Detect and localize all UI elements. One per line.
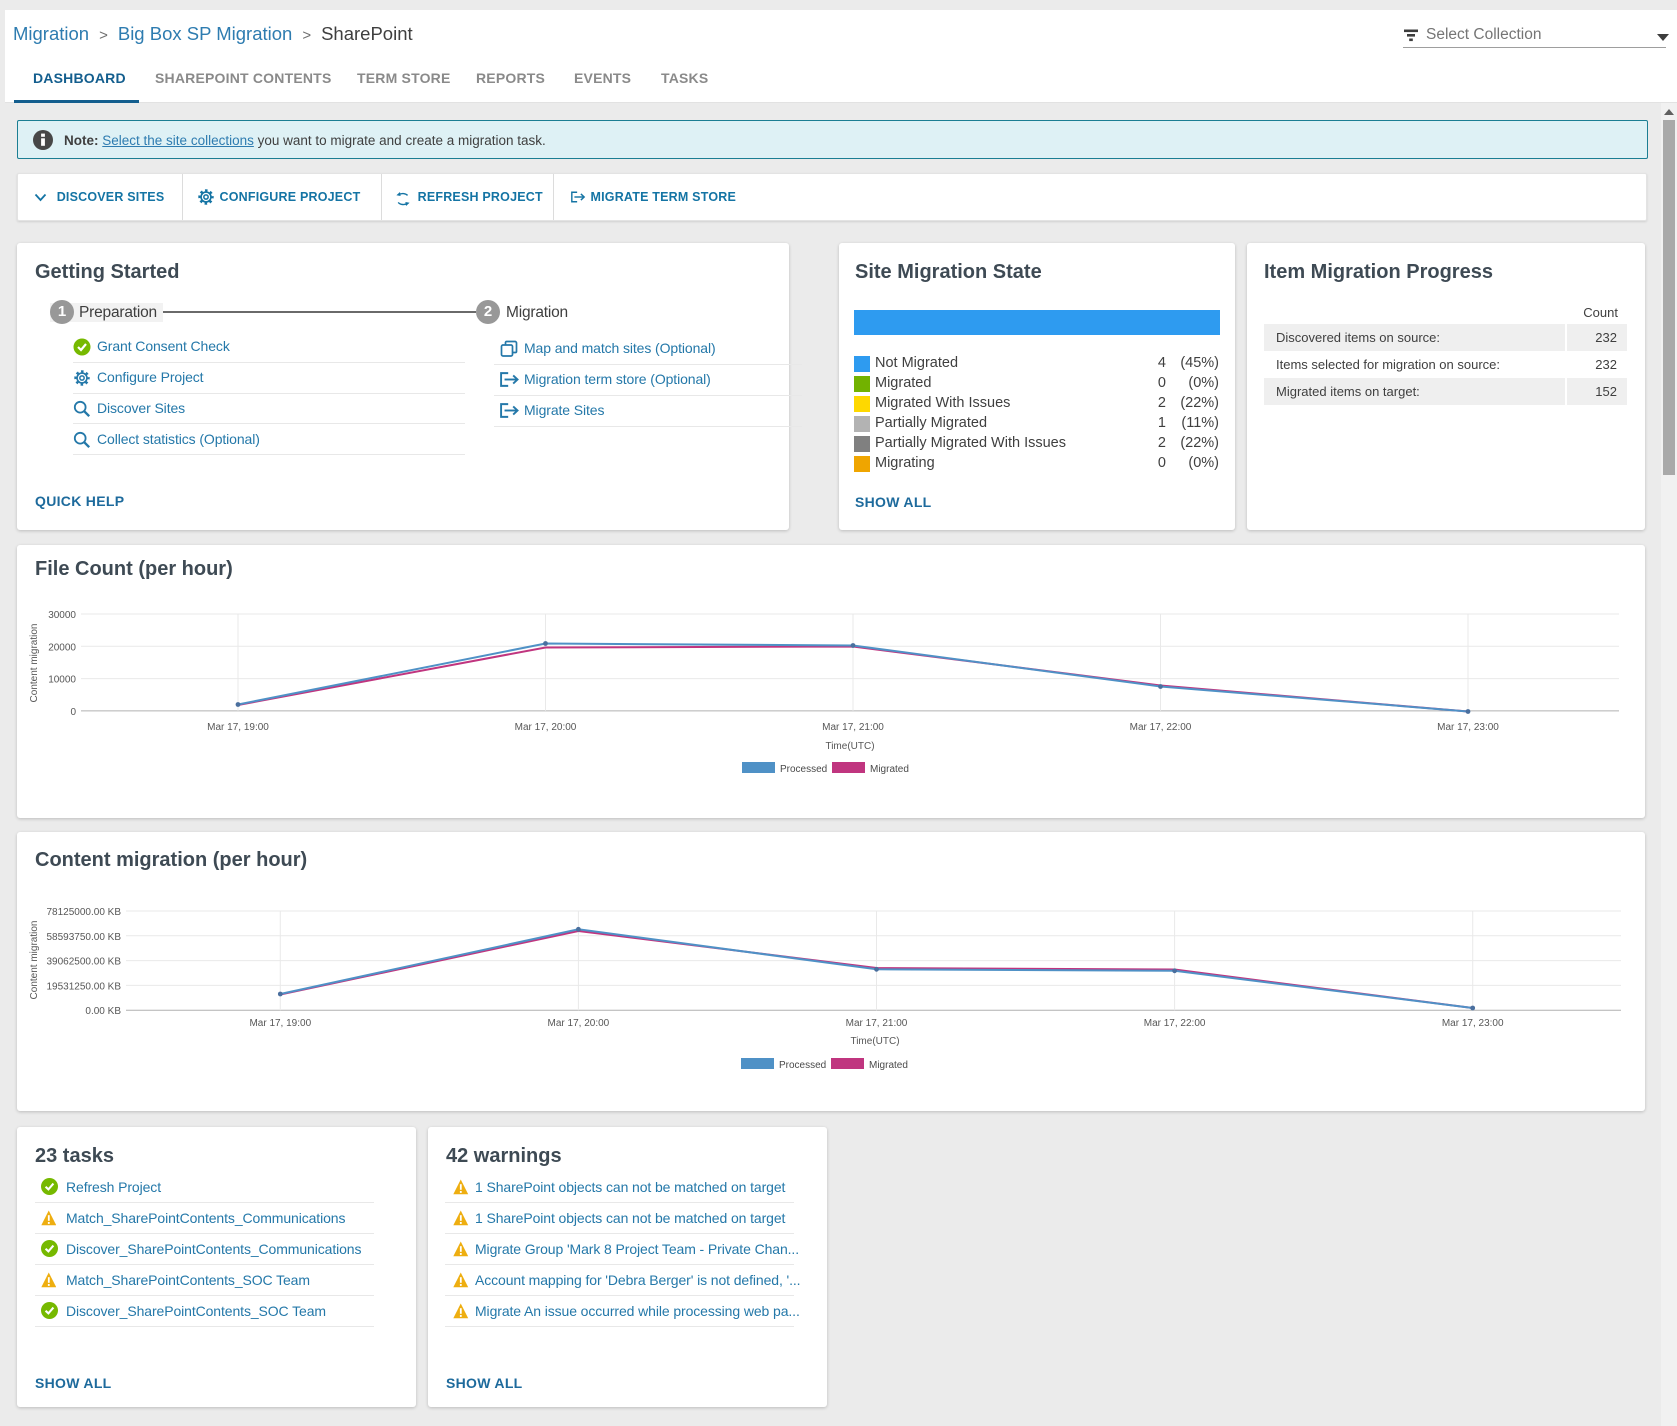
- svg-text:Processed: Processed: [779, 1060, 826, 1071]
- svg-text:Mar 17, 19:00: Mar 17, 19:00: [207, 722, 269, 733]
- svg-text:Mar 17, 20:00: Mar 17, 20:00: [515, 722, 577, 733]
- svg-text:0.00 KB: 0.00 KB: [85, 1006, 121, 1017]
- svg-text:58593750.00 KB: 58593750.00 KB: [46, 932, 121, 943]
- svg-text:Migrated: Migrated: [870, 764, 909, 775]
- svg-text:Processed: Processed: [780, 764, 827, 775]
- svg-text:Content migration: Content migration: [29, 921, 40, 1000]
- svg-text:10000: 10000: [48, 675, 76, 686]
- svg-text:Content migration: Content migration: [29, 624, 40, 703]
- svg-text:Time(UTC): Time(UTC): [850, 1036, 899, 1047]
- svg-text:Mar 17, 20:00: Mar 17, 20:00: [548, 1018, 610, 1029]
- svg-text:30000: 30000: [48, 610, 76, 621]
- svg-text:Mar 17, 22:00: Mar 17, 22:00: [1144, 1018, 1206, 1029]
- svg-text:Mar 17, 21:00: Mar 17, 21:00: [846, 1018, 908, 1029]
- svg-text:Mar 17, 19:00: Mar 17, 19:00: [249, 1018, 311, 1029]
- svg-text:Mar 17, 21:00: Mar 17, 21:00: [822, 722, 884, 733]
- svg-text:19531250.00 KB: 19531250.00 KB: [46, 981, 121, 992]
- svg-text:Mar 17, 23:00: Mar 17, 23:00: [1437, 722, 1499, 733]
- svg-text:78125000.00 KB: 78125000.00 KB: [46, 907, 121, 918]
- svg-text:Migrated: Migrated: [869, 1060, 908, 1071]
- svg-text:Mar 17, 22:00: Mar 17, 22:00: [1130, 722, 1192, 733]
- svg-text:Mar 17, 23:00: Mar 17, 23:00: [1442, 1018, 1504, 1029]
- svg-text:Time(UTC): Time(UTC): [825, 741, 874, 752]
- svg-text:39062500.00 KB: 39062500.00 KB: [46, 957, 121, 968]
- svg-text:0: 0: [70, 707, 76, 718]
- svg-text:20000: 20000: [48, 642, 76, 653]
